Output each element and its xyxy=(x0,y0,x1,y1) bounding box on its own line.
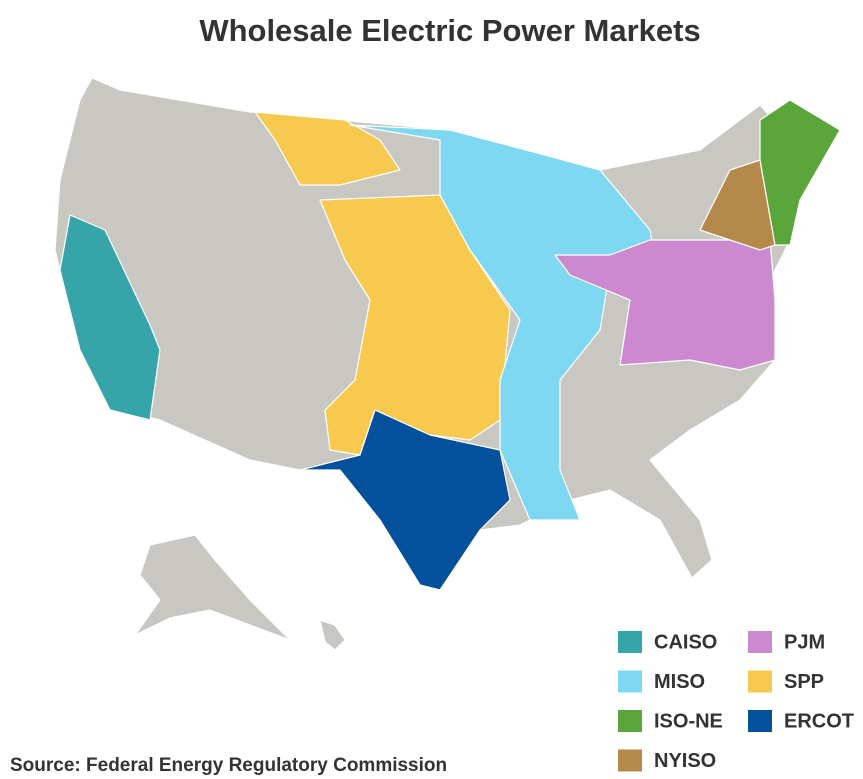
legend-swatch xyxy=(748,670,772,693)
isone-region xyxy=(759,99,841,246)
legend-label: CAISO xyxy=(654,631,717,653)
legend-swatch xyxy=(618,631,642,653)
legend-label: SPP xyxy=(784,671,824,693)
ercot-region xyxy=(299,409,511,591)
caiso-region xyxy=(59,214,161,421)
spp-region xyxy=(254,111,401,186)
hawaii xyxy=(319,619,346,651)
legend: CAISO MISO ISO-NE NYISO PJM SPP ERCOT xyxy=(618,631,854,772)
us-map xyxy=(54,77,841,651)
legend-swatch xyxy=(748,631,772,653)
legend-label: NYISO xyxy=(654,750,716,772)
legend-label: PJM xyxy=(784,631,825,653)
legend-label: ISO-NE xyxy=(654,710,723,732)
miso-region xyxy=(349,124,656,521)
legend-label: MISO xyxy=(654,671,705,693)
source-note: Source: Federal Energy Regulatory Commis… xyxy=(10,755,447,776)
map-title: Wholesale Electric Power Markets xyxy=(199,13,700,48)
legend-label: ERCOT xyxy=(784,710,854,732)
legend-swatch xyxy=(618,670,642,693)
legend-swatch xyxy=(618,749,642,772)
legend-swatch xyxy=(618,710,642,732)
legend-swatch xyxy=(748,710,772,732)
alaska xyxy=(134,534,291,641)
pjm-region xyxy=(554,239,776,371)
